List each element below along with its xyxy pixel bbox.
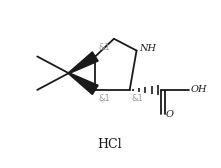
Text: &1: &1 (98, 43, 110, 52)
Text: &1: &1 (98, 94, 110, 103)
Text: &1: &1 (132, 94, 143, 103)
Polygon shape (69, 52, 98, 74)
Text: O: O (166, 110, 174, 119)
Polygon shape (69, 73, 98, 94)
Text: HCl: HCl (98, 138, 122, 152)
Text: OH: OH (191, 85, 207, 94)
Text: NH: NH (139, 44, 156, 53)
